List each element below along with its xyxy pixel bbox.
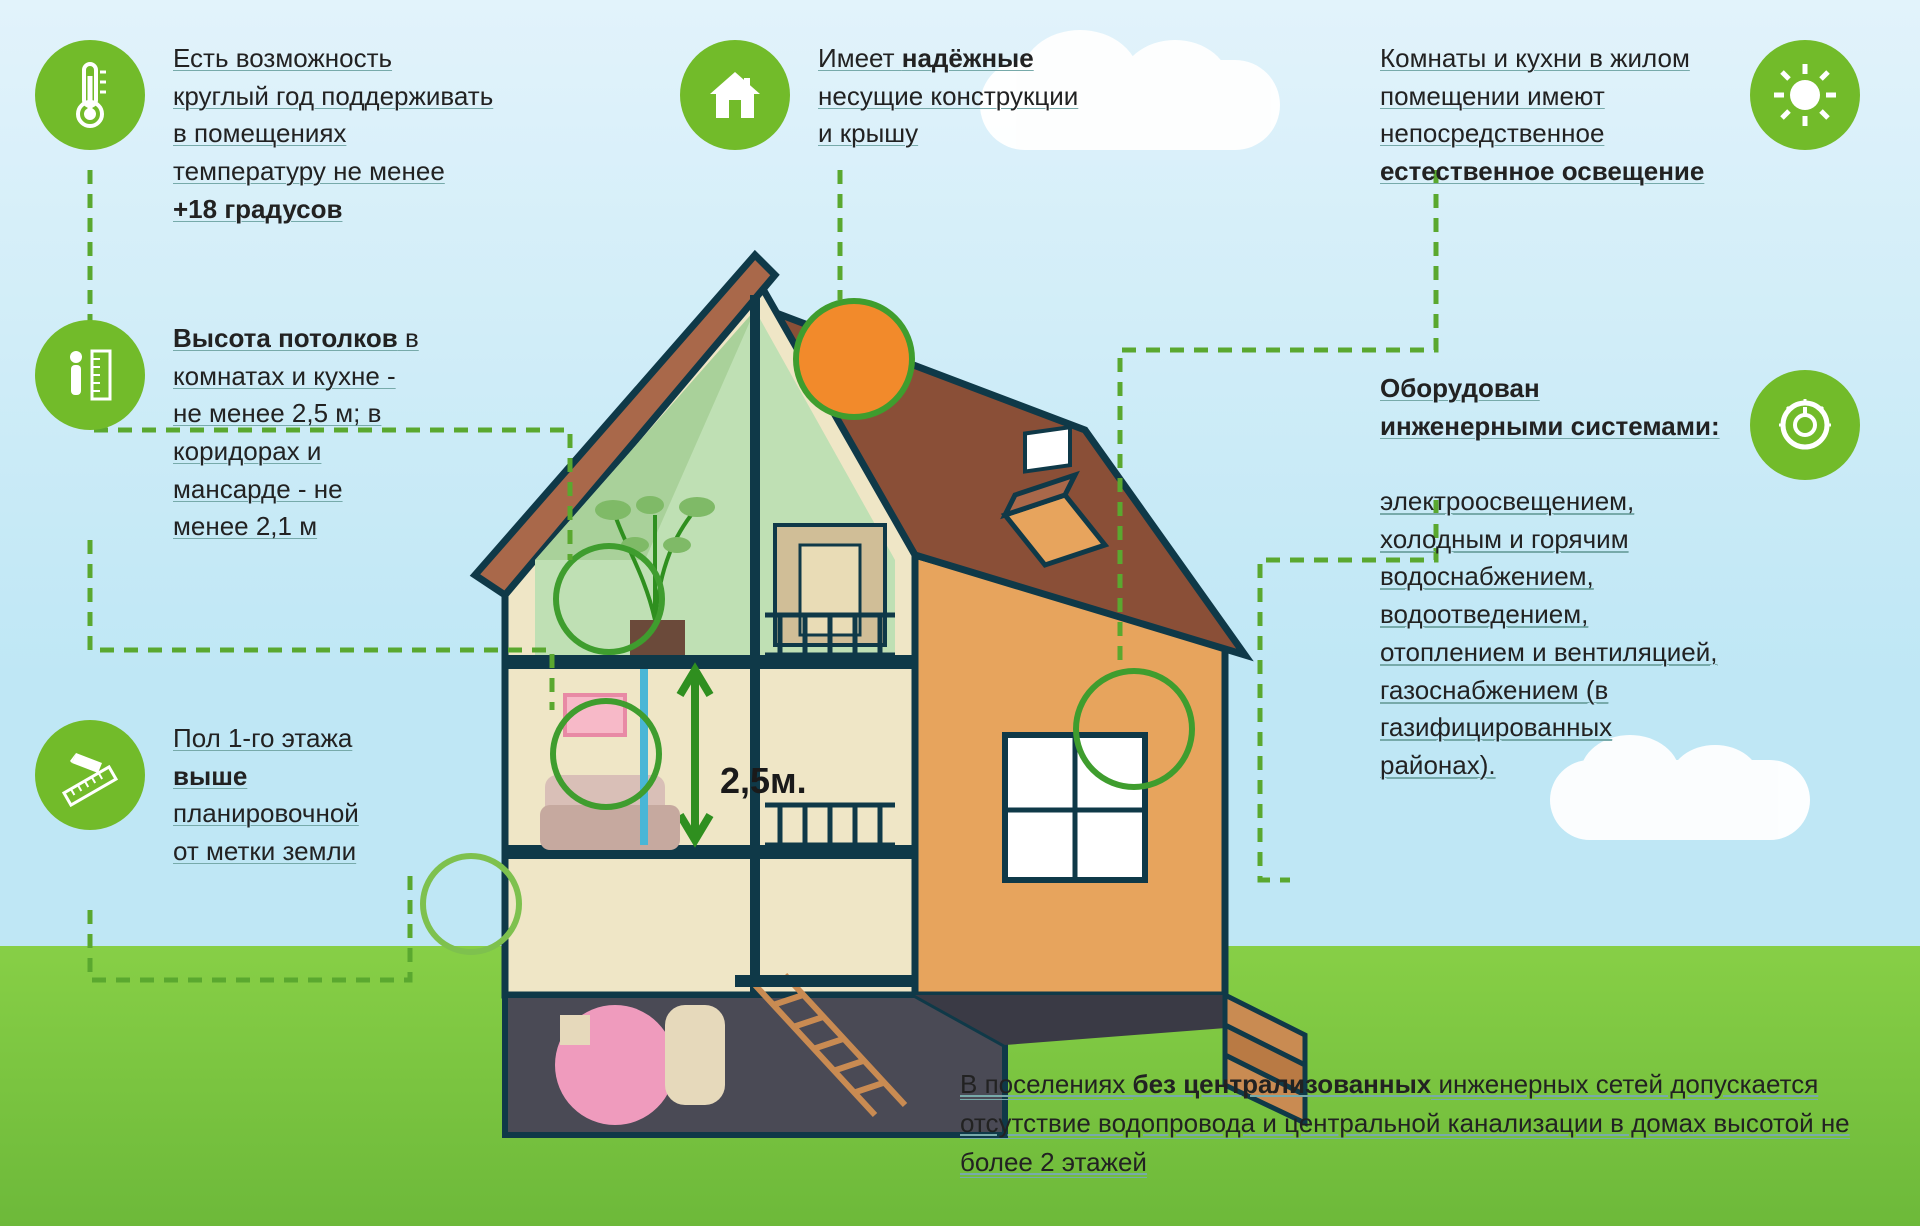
callout-text: Высота потолков в комнатах и кухне - не … <box>173 320 425 546</box>
dial-icon <box>1750 370 1860 480</box>
callout-floor: Пол 1-го этажа выше планировочной от мет… <box>35 720 390 871</box>
callout-systems: Оборудован инженерными системами: электр… <box>1380 370 1860 785</box>
callout-roof: Имеет надёжные несущие конструкции и кры… <box>680 40 1100 153</box>
footer-note: В поселениях без централизованных инжене… <box>960 1065 1860 1182</box>
callout-temperature: Есть возможность круглый год поддерживат… <box>35 40 495 228</box>
callout-text: Пол 1-го этажа выше планировочной от мет… <box>173 720 390 871</box>
target-circle <box>553 543 665 655</box>
height-icon <box>35 320 145 430</box>
callout-text: Оборудован инженерными системами: электр… <box>1380 370 1722 785</box>
target-circle-roof <box>793 298 915 420</box>
house-icon <box>680 40 790 150</box>
callout-text: Имеет надёжные несущие конструкции и кры… <box>818 40 1100 153</box>
target-circle <box>1073 668 1195 790</box>
thermometer-icon <box>35 40 145 150</box>
ruler-icon <box>35 720 145 830</box>
callout-ceiling: Высота потолков в комнатах и кухне - не … <box>35 320 425 546</box>
infographic-stage: 2,5м. Есть возможность круглый год подде… <box>0 0 1920 1226</box>
callout-light: Комнаты и кухни в жилом помещении имеют … <box>1380 40 1860 191</box>
ceiling-height-label: 2,5м. <box>720 760 807 802</box>
callout-text: Есть возможность круглый год поддерживат… <box>173 40 495 228</box>
target-circle <box>420 853 522 955</box>
callout-text: Комнаты и кухни в жилом помещении имеют … <box>1380 40 1722 191</box>
sun-icon <box>1750 40 1860 150</box>
target-circle <box>550 698 662 810</box>
